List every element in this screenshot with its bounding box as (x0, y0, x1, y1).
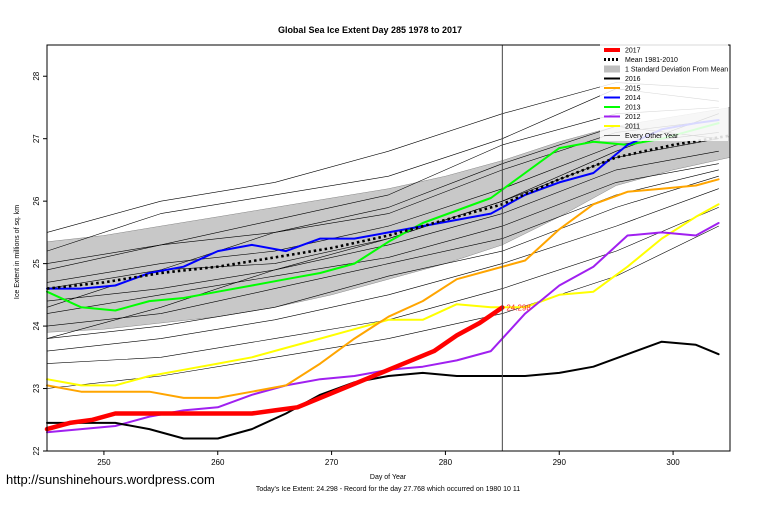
legend-swatch (604, 65, 620, 73)
series-line-2014 (46, 119, 720, 290)
x-tick-label: 260 (211, 458, 225, 467)
y-tick-label: 28 (32, 71, 41, 80)
y-axis-label: Ice Extent in millions of sq. km (14, 205, 21, 299)
series-line-2017 (44, 305, 505, 432)
series-line-other-year (46, 113, 719, 339)
source-watermark: http://sunshinehours.wordpress.com (6, 472, 215, 487)
x-tick-label: 250 (97, 458, 111, 467)
y-tick-label: 27 (32, 134, 41, 143)
legend-label: 1 Standard Deviation From Mean (625, 67, 728, 74)
series-line-2016 (46, 340, 720, 440)
legend: 2017 Mean 1981-2010 1 Standard Deviation F… (600, 44, 728, 141)
series-line-other-year (46, 163, 719, 314)
y-tick-label: 24 (32, 321, 41, 330)
legend-label: 2012 (625, 114, 641, 121)
y-tick-label: 25 (32, 259, 41, 268)
legend-label: 2017 (625, 48, 641, 55)
series-line-2015 (46, 178, 720, 399)
x-tick-label: 280 (439, 458, 453, 467)
footer-caption: Today's Ice Extent: 24.298 - Record for … (256, 486, 520, 493)
x-axis-label: Day of Year (370, 474, 407, 481)
std-dev-band (46, 107, 731, 333)
x-tick-label: 300 (666, 458, 680, 467)
y-tick-label: 22 (32, 446, 41, 455)
series-line-other-year (46, 132, 719, 283)
y-tick-label: 23 (32, 384, 41, 393)
legend-label: 2011 (625, 124, 640, 131)
x-tick-label: 270 (325, 458, 339, 467)
plot-frame (46, 44, 731, 452)
current-value-label: 24.298 (506, 303, 531, 312)
legend-label: 2016 (625, 76, 641, 83)
x-tick-label: 290 (553, 458, 567, 467)
legend-label: 2014 (625, 95, 641, 102)
series-line-other-year (46, 188, 719, 352)
series-line-2011 (46, 203, 720, 387)
legend-label: 2015 (625, 86, 641, 93)
legend-label: Every Other Year (625, 133, 679, 140)
legend-background (600, 44, 728, 141)
chart-title: Global Sea Ice Extent Day 285 1978 to 20… (278, 25, 462, 35)
legend-label: 2013 (625, 105, 641, 112)
legend-label: Mean 1981-2010 (625, 57, 678, 64)
series-line-other-year (46, 175, 719, 339)
y-tick-label: 26 (32, 196, 41, 205)
series-line-2013 (46, 122, 720, 312)
series-line-other-year (46, 150, 719, 302)
